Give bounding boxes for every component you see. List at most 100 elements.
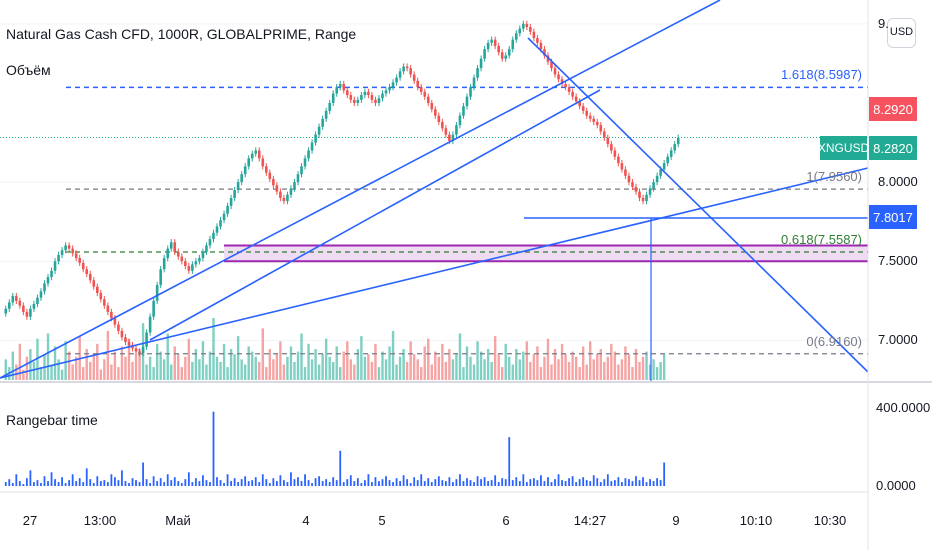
rangebar-time-bar [61,477,63,486]
candle-body [296,174,300,183]
candle-body [627,175,631,183]
volume-bar [201,341,205,380]
candle-body [243,166,247,175]
candle-body [673,144,677,151]
candle-body [233,190,236,198]
candle-body [187,266,191,271]
candle-body [43,283,46,292]
volume-bar [296,351,300,380]
rangebar-time-bar [233,478,236,486]
candle-body [458,115,462,126]
volume-bar [388,346,391,380]
volume-bar [96,343,99,380]
price-tick-label: 9. [878,15,889,31]
volume-bar [420,367,423,380]
candle-body [289,188,293,195]
rangebar-time-bar [202,475,204,486]
rangebar-time-bar [173,477,176,486]
volume-bar [592,359,595,380]
candle-body [426,96,430,103]
rangebar-time-bar [437,476,440,486]
rangebar-time-bar [385,476,387,486]
rangebar-time-bar [582,477,585,486]
rangebar-time-bar [96,476,99,486]
rangebar-time-bar [15,474,18,486]
volume-bar [571,351,574,380]
candle-body [525,23,529,27]
candle-body [557,74,560,80]
rangebar-time-bar [275,481,278,486]
rangebar-time-bar [25,478,28,486]
volume-bar [486,349,490,380]
rangebar-time-bar [205,480,208,486]
rangebar-time-bar [603,479,606,486]
candle-body [22,305,25,312]
candle-body [655,175,659,183]
candle-body [250,153,254,159]
candle-body [469,87,472,97]
candle-body [191,264,194,271]
volume-indicator-label[interactable]: Объём [6,62,51,78]
chart-title[interactable]: Natural Gas Cash CFD, 1000R, GLOBALPRIME… [6,26,357,42]
rangebar-time-bar [406,479,409,486]
candle-body [110,311,113,319]
volume-bar [50,364,53,380]
candle-body [92,280,96,287]
candle-body [363,91,367,96]
rangebar-time-bar [473,482,475,486]
volume-bar [574,356,578,380]
candle-body [662,163,666,170]
candle-body [669,150,673,157]
rangebar-time-bar [142,462,144,486]
candle-body [134,348,138,352]
candle-body [268,172,272,179]
volume-bar [342,351,345,380]
volume-bar [367,354,370,380]
rangebar-time-bar [156,481,159,486]
candle-body [342,83,346,91]
rangebar-time-bar [522,474,525,486]
rangebar-time-bar [642,477,644,486]
volume-bar [596,354,599,380]
candle-body [317,126,321,135]
candle-body [300,166,303,175]
volume-bar [589,341,592,380]
volume-bar [226,367,229,380]
candle-body [448,134,451,141]
volume-bar [324,338,328,380]
rangebar-time-bar [92,483,95,486]
candle-body [145,332,148,347]
candle-body [479,58,483,69]
candle-body [497,45,500,53]
rangebar-time-bar [399,481,401,486]
rangebar-time-bar [606,474,609,486]
rangebar-time-bar [36,480,39,486]
trendlines[interactable] [0,0,869,382]
rangebar-time-bar [71,474,74,486]
fib-retracement [0,86,868,355]
currency-button[interactable]: USD [887,18,916,48]
volume-bar [177,354,180,380]
volume-bar [603,361,606,380]
rangebar-time-bar [392,482,394,486]
volume-bar [173,346,176,380]
candle-body [36,297,39,305]
volume-bar [434,351,437,380]
rangebar-time-label[interactable]: Rangebar time [6,412,98,428]
rangebar-time-bar [110,474,113,486]
rangebar-time-bar [610,481,613,486]
rangebar-time-bar [22,484,25,486]
volume-bar [634,349,638,380]
volume-bar [152,367,155,380]
rangebar-time-bar [490,480,493,486]
candle-body [395,77,398,83]
volume-bar [145,364,148,380]
candle-body [219,220,222,227]
volume-bar [652,359,655,380]
candle-body [574,96,578,102]
rangebar-time-bar [163,482,166,486]
rangebar-time-bar [75,481,78,486]
volume-bar [339,367,342,380]
time-tick-label: Май [165,513,191,528]
